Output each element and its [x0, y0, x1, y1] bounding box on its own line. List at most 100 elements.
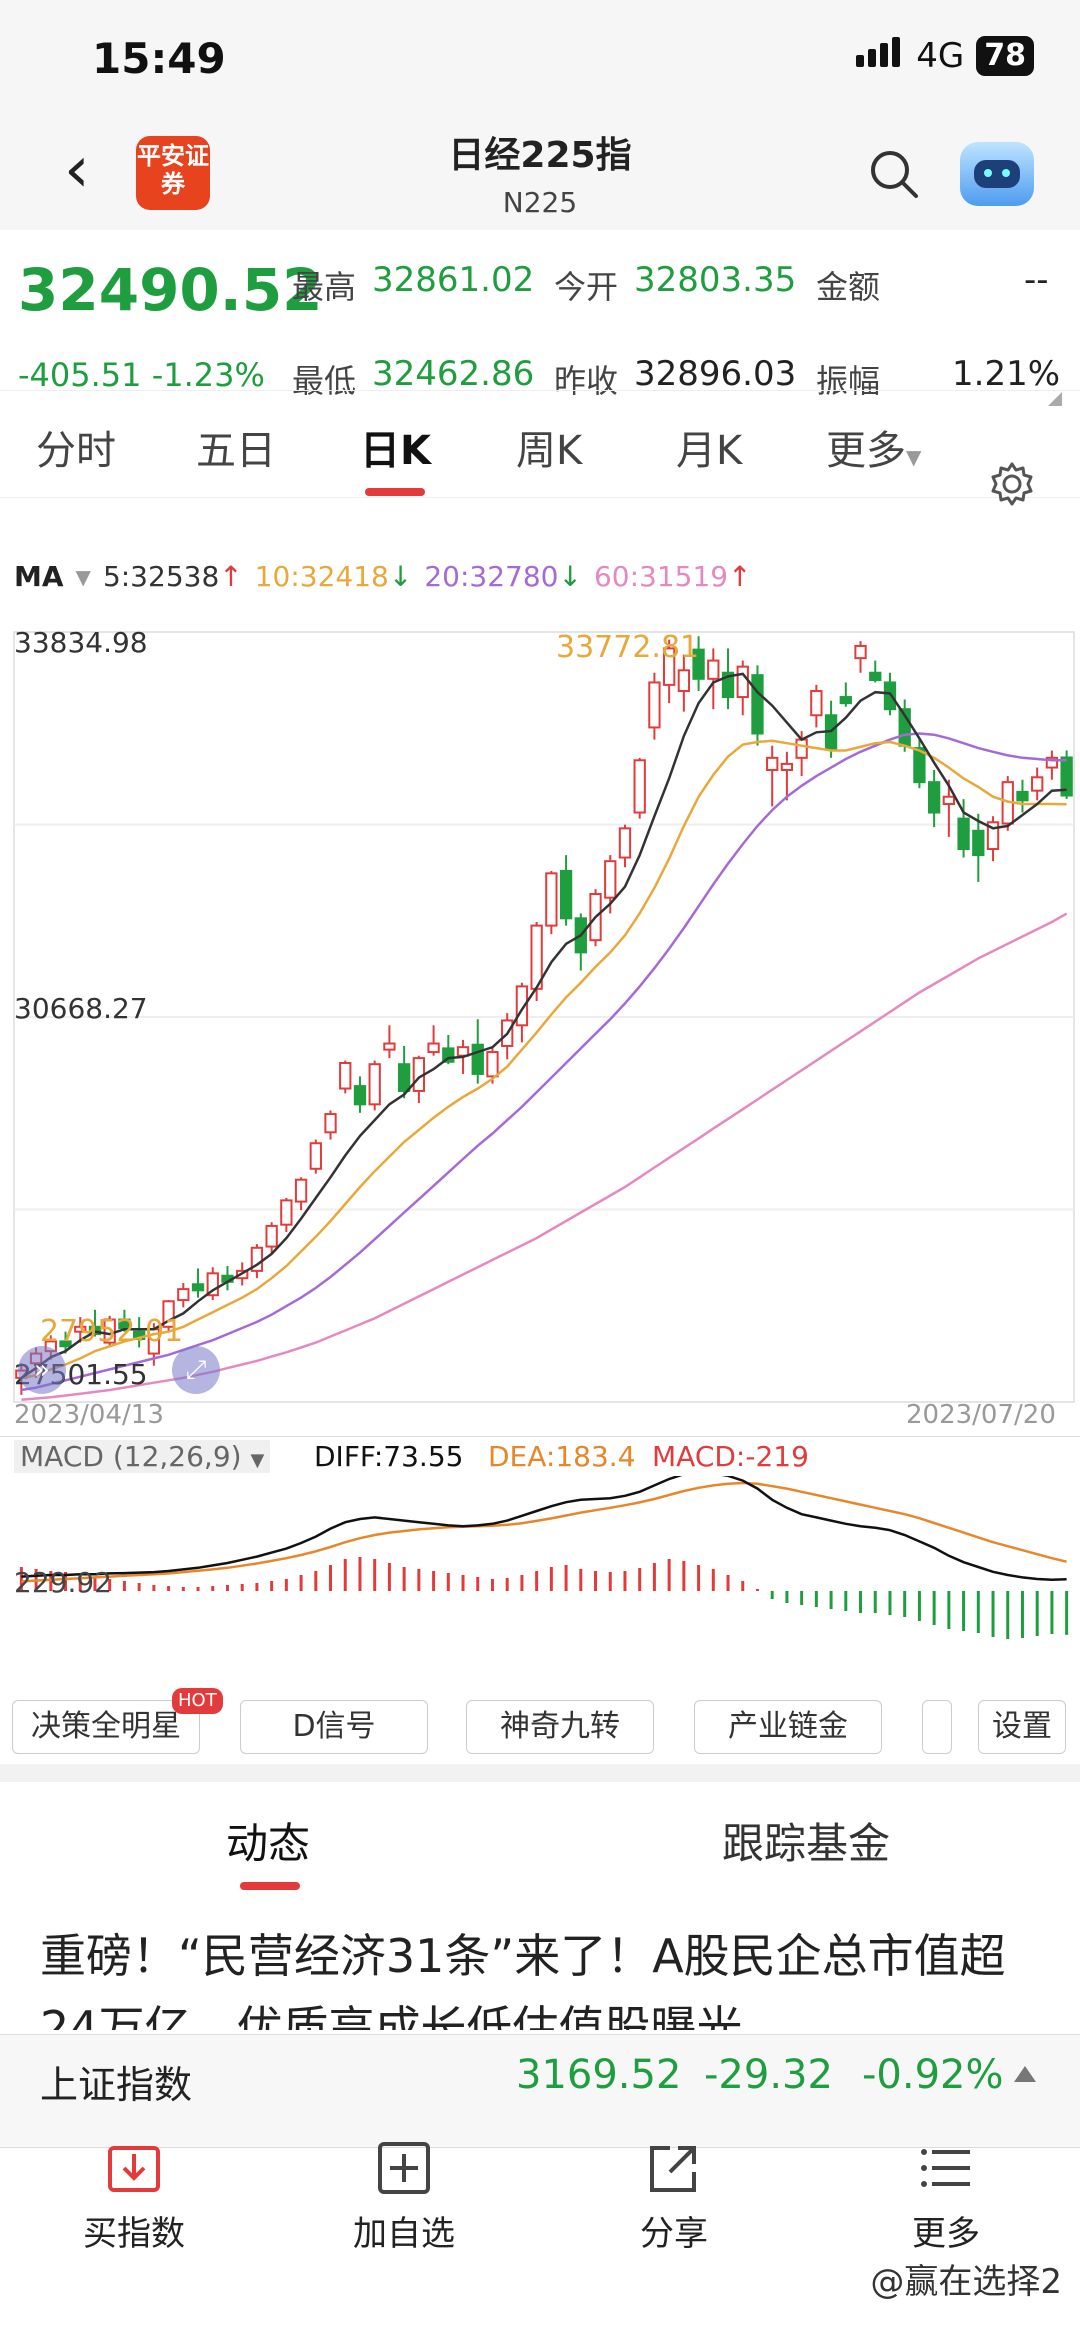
tab-news[interactable]: 动态 [226, 1819, 311, 1868]
candle-body [206, 1272, 219, 1297]
add-watchlist-button[interactable]: 加自选 [304, 2140, 504, 2255]
expand-corner-icon[interactable] [1048, 392, 1062, 406]
low-value: 32462.86 [372, 354, 535, 394]
y-axis-top-label: 33834.98 [14, 626, 148, 659]
candle-body [427, 1042, 440, 1054]
macd-selector[interactable]: MACD (12,26,9) ▼ [14, 1440, 271, 1473]
candle-body [442, 1047, 455, 1063]
ma5-value: 5:32538↑ [103, 560, 243, 594]
magic-nine-button[interactable]: 神奇九转 [466, 1700, 654, 1754]
candle-body [736, 665, 749, 699]
candle-body [559, 869, 573, 920]
macd-value: MACD:-219 [652, 1440, 809, 1473]
candle-body [721, 671, 735, 699]
candle-body [324, 1113, 337, 1134]
current-price: 32490.52 [18, 256, 323, 324]
ma-label[interactable]: MA [14, 560, 64, 593]
macd-diff: DIFF:73.55 [314, 1440, 464, 1473]
expand-up-icon[interactable] [1014, 2066, 1036, 2082]
status-time: 15:49 [92, 34, 226, 83]
battery-icon: 78 [976, 36, 1034, 76]
tab-tracking-funds[interactable]: 跟踪基金 [722, 1819, 891, 1868]
candle-body [927, 781, 941, 814]
tab-monthly-k[interactable]: 月K [676, 428, 743, 474]
ma5-line [20, 672, 1067, 1379]
industry-chain-button[interactable]: 产业链金 [694, 1700, 882, 1754]
tab-five-day[interactable]: 五日 [196, 428, 276, 474]
candle-body [103, 1318, 116, 1344]
watermark: @赢在选择2 [870, 2262, 1062, 2302]
gear-icon[interactable] [988, 460, 1036, 508]
macd-y-label: 229.92 [14, 1566, 112, 1599]
open-value: 32803.35 [634, 260, 797, 300]
candle-body [162, 1300, 175, 1328]
scroll-left-icon[interactable]: » [18, 1346, 66, 1394]
ma60-value: 60:31519↑ [594, 560, 752, 594]
diff-line [21, 1476, 1067, 1582]
ma-dropdown-icon[interactable]: ▼ [75, 565, 91, 589]
tab-daily-k[interactable]: 日K [360, 428, 431, 474]
macd-chart [19, 1476, 1069, 1639]
candle-body [368, 1063, 381, 1106]
buy-index-label: 买指数 [83, 2214, 185, 2254]
d-signal-button[interactable]: D信号 [240, 1700, 428, 1754]
macd-label: MACD (12,26,9) [20, 1440, 242, 1473]
tab-more[interactable]: 更多▼ [826, 418, 921, 476]
candle-body [265, 1224, 278, 1248]
share-icon [650, 2146, 696, 2192]
section-tab-indicator [240, 1882, 300, 1890]
candlestick-chart[interactable] [0, 612, 1080, 1442]
candle-body [471, 1043, 484, 1075]
decision-allstar-button[interactable]: 决策全明星 [12, 1700, 200, 1754]
candle-body [751, 674, 764, 735]
more-tool-button[interactable] [922, 1700, 952, 1754]
more-button[interactable]: 更多 [846, 2140, 1046, 2255]
candle-body [618, 827, 632, 859]
candle-body [250, 1246, 264, 1272]
candle-body [957, 817, 970, 851]
y-axis-mid-label: 30668.27 [14, 992, 148, 1025]
tab-weekly-k[interactable]: 周K [516, 428, 583, 474]
assistant-robot-icon[interactable] [960, 142, 1034, 206]
candle-body [294, 1178, 308, 1203]
ma20-value: 20:32780↓ [424, 560, 582, 594]
candle-body [766, 756, 779, 771]
hot-badge: HOT [172, 1688, 223, 1714]
prev-close-value: 32896.03 [634, 354, 797, 394]
add-watchlist-label: 加自选 [353, 2214, 455, 2254]
buy-index-button[interactable]: 买指数 [34, 2140, 234, 2255]
candle-body [353, 1085, 367, 1106]
candle-body [604, 860, 617, 899]
ma10-arrow-icon: ↓ [388, 560, 413, 593]
ticker-change: -29.32 [704, 2052, 833, 2098]
fullscreen-icon[interactable]: ⤢ [172, 1346, 220, 1394]
index-ticker[interactable] [0, 2034, 1080, 2148]
macd-divider [0, 1436, 1080, 1437]
network-label: 4G [916, 36, 965, 76]
settings-button[interactable]: 设置 [978, 1700, 1066, 1754]
change-percent: -1.23% [151, 356, 265, 394]
candle-body [633, 759, 646, 814]
section-gap [0, 1764, 1080, 1782]
candle-body [869, 671, 882, 682]
back-icon[interactable]: ‹ [64, 133, 90, 207]
signal-icon [856, 36, 904, 76]
page-subtitle: N225 [502, 186, 578, 219]
candle-body [191, 1283, 205, 1292]
amplitude-label: 振幅 [816, 362, 881, 400]
add-icon [378, 2142, 430, 2194]
tab-intraday[interactable]: 分时 [36, 428, 116, 474]
candle-body [1016, 790, 1029, 802]
candle-body [1060, 756, 1073, 797]
ma20-text: 20:32780 [424, 560, 559, 593]
candle-body [74, 1325, 87, 1333]
search-icon[interactable] [866, 146, 922, 202]
candle-body [913, 747, 926, 784]
candle-body [662, 647, 676, 686]
news-headline[interactable]: 重磅！“民营经济31条”来了！A股民企总市值超24万亿，优质高成长低估值股曝光 [40, 1929, 1006, 2030]
ticker-price: 3169.52 [516, 2052, 682, 2098]
ma10-text: 10:32418 [254, 560, 389, 593]
ticker-change-pct: -0.92% [862, 2052, 1004, 2098]
status-icons: 4G 78 [856, 36, 1034, 76]
share-button[interactable]: 分享 [574, 2140, 774, 2255]
